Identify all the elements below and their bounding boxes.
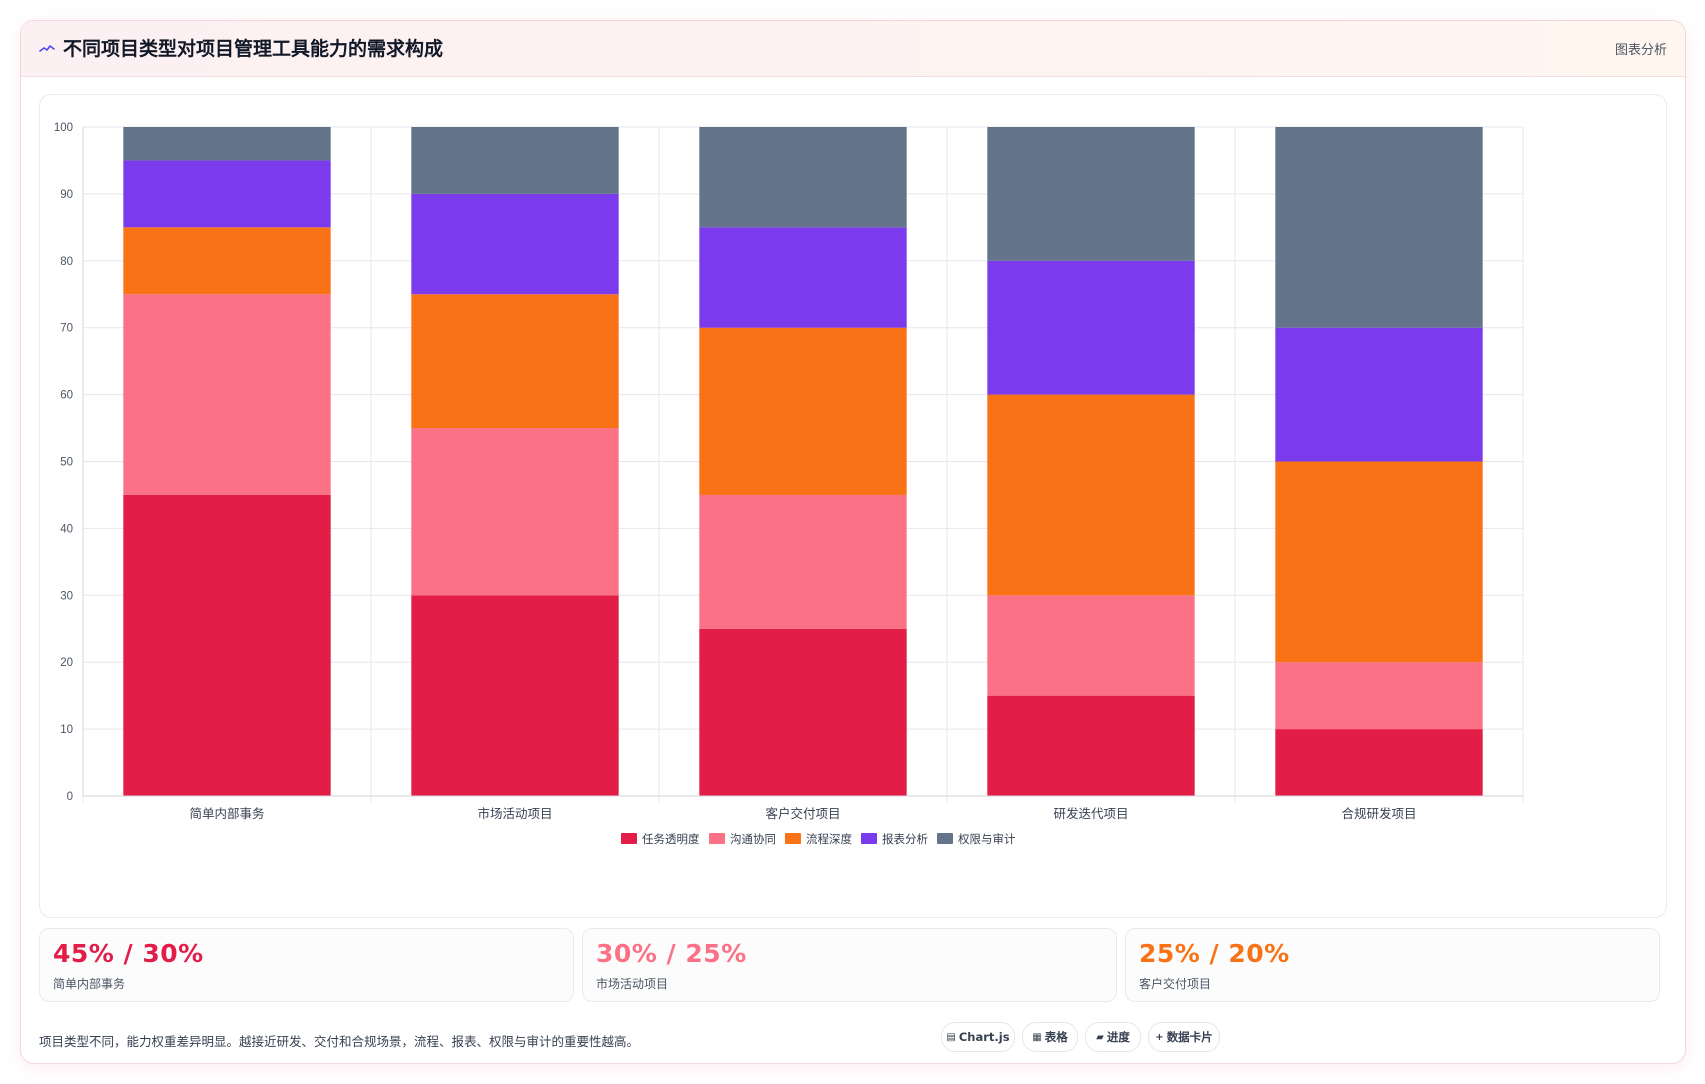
stat-value: 30% / 25% [596, 939, 747, 968]
chart-line-icon [39, 45, 55, 52]
bar-segment [1275, 662, 1483, 730]
bar-segment [987, 260, 1195, 395]
bar-segment [411, 127, 619, 194]
bar-segment [699, 628, 907, 796]
x-tick-label: 市场活动项目 [477, 806, 552, 821]
stat-card-3: 25% / 20% 客户交付项目 [1125, 928, 1660, 1002]
legend-label: 沟通协同 [730, 832, 776, 846]
bar-segment [411, 193, 619, 295]
bar-segment [987, 127, 1195, 261]
bar-segment [1275, 461, 1483, 663]
legend-label: 流程深度 [806, 832, 852, 846]
legend-swatch [709, 833, 725, 844]
bar-segment [987, 394, 1195, 596]
legend-swatch [861, 833, 877, 844]
chart-card: 不同项目类型对项目管理工具能力的需求构成 图表分析 0 10 20 30 40 50 60 7… [20, 20, 1686, 1064]
y-tick-label: 80 [60, 256, 73, 268]
stat-label: 市场活动项目 [596, 977, 669, 991]
bar-segment [1275, 327, 1483, 462]
bar-segment [123, 127, 331, 161]
legend-label: 权限与审计 [958, 832, 1016, 846]
chart-icon: ▤ [946, 1031, 956, 1043]
table-icon: ▦ [1032, 1031, 1042, 1043]
bar-segment [123, 227, 331, 295]
y-tick-label: 10 [60, 724, 73, 736]
bar-segment [411, 595, 619, 796]
chip-label: 表格 [1044, 1030, 1068, 1044]
chip-chartjs[interactable]: ▤ Chart.js [941, 1022, 1015, 1052]
bar-segment [699, 127, 907, 228]
footnote: 项目类型不同，能力权重差异明显。越接近研发、交付和合规场景，流程、报表、权限与审… [39, 1034, 640, 1049]
stat-label: 客户交付项目 [1139, 977, 1212, 991]
stat-value: 25% / 20% [1139, 939, 1290, 968]
y-tick-label: 60 [60, 390, 73, 402]
y-tick-label: 90 [60, 189, 73, 201]
y-tick-label: 0 [67, 791, 73, 803]
page-title: 不同项目类型对项目管理工具能力的需求构成 [63, 38, 444, 60]
x-tick-label: 合规研发项目 [1341, 806, 1416, 821]
x-tick-label: 研发迭代项目 [1053, 806, 1128, 821]
legend-swatch [937, 833, 953, 844]
card-header: 不同项目类型对项目管理工具能力的需求构成 图表分析 [21, 21, 1685, 77]
stacked-bar-chart: 0 10 20 30 40 50 60 70 80 90 100 简单内部事务 市场活动项目 客户交付项目… [54, 122, 1524, 846]
chip-progress[interactable]: ▰ 进度 [1085, 1022, 1141, 1052]
bar-segment [1275, 729, 1483, 796]
bar-segment [123, 160, 331, 228]
legend-label: 报表分析 [882, 832, 928, 846]
progress-icon: ▰ [1096, 1031, 1104, 1043]
bar-segment [699, 227, 907, 328]
bar-segment [123, 294, 331, 495]
header-tag: 图表分析 [1614, 43, 1667, 58]
bar-segment [987, 595, 1195, 696]
plus-icon: + [1155, 1031, 1164, 1043]
legend-swatch [621, 833, 637, 844]
legend-label: 任务透明度 [642, 832, 700, 846]
x-tick-label: 简单内部事务 [189, 806, 264, 821]
chip-data-card[interactable]: + 数据卡片 [1148, 1022, 1220, 1052]
bar-segment [987, 695, 1195, 796]
y-tick-label: 50 [60, 457, 73, 469]
y-tick-label: 30 [60, 590, 73, 602]
bar-segment [1275, 127, 1483, 328]
bar-segment [699, 494, 907, 629]
stat-card-2: 30% / 25% 市场活动项目 [582, 928, 1117, 1002]
chip-label: 数据卡片 [1166, 1030, 1213, 1044]
chart-panel: 0 10 20 30 40 50 60 70 80 90 100 简单内部事务 市场活动项目 客户交付项目… [39, 94, 1667, 918]
chip-label: 进度 [1106, 1030, 1130, 1044]
y-tick-label: 40 [60, 523, 73, 535]
legend-swatch [785, 833, 801, 844]
y-tick-label: 100 [54, 122, 73, 134]
x-tick-label: 客户交付项目 [765, 806, 840, 821]
chip-table[interactable]: ▦ 表格 [1022, 1022, 1078, 1052]
y-tick-label: 70 [60, 323, 73, 335]
stat-card-1: 45% / 30% 简单内部事务 [39, 928, 574, 1002]
y-tick-label: 20 [60, 657, 73, 669]
bar-segment [699, 327, 907, 495]
stat-value: 45% / 30% [53, 939, 204, 968]
bar-segment [123, 494, 331, 796]
bar-segment [411, 428, 619, 596]
stat-label: 简单内部事务 [53, 977, 126, 991]
chip-label: Chart.js [958, 1030, 1010, 1044]
bar-segment [411, 294, 619, 429]
